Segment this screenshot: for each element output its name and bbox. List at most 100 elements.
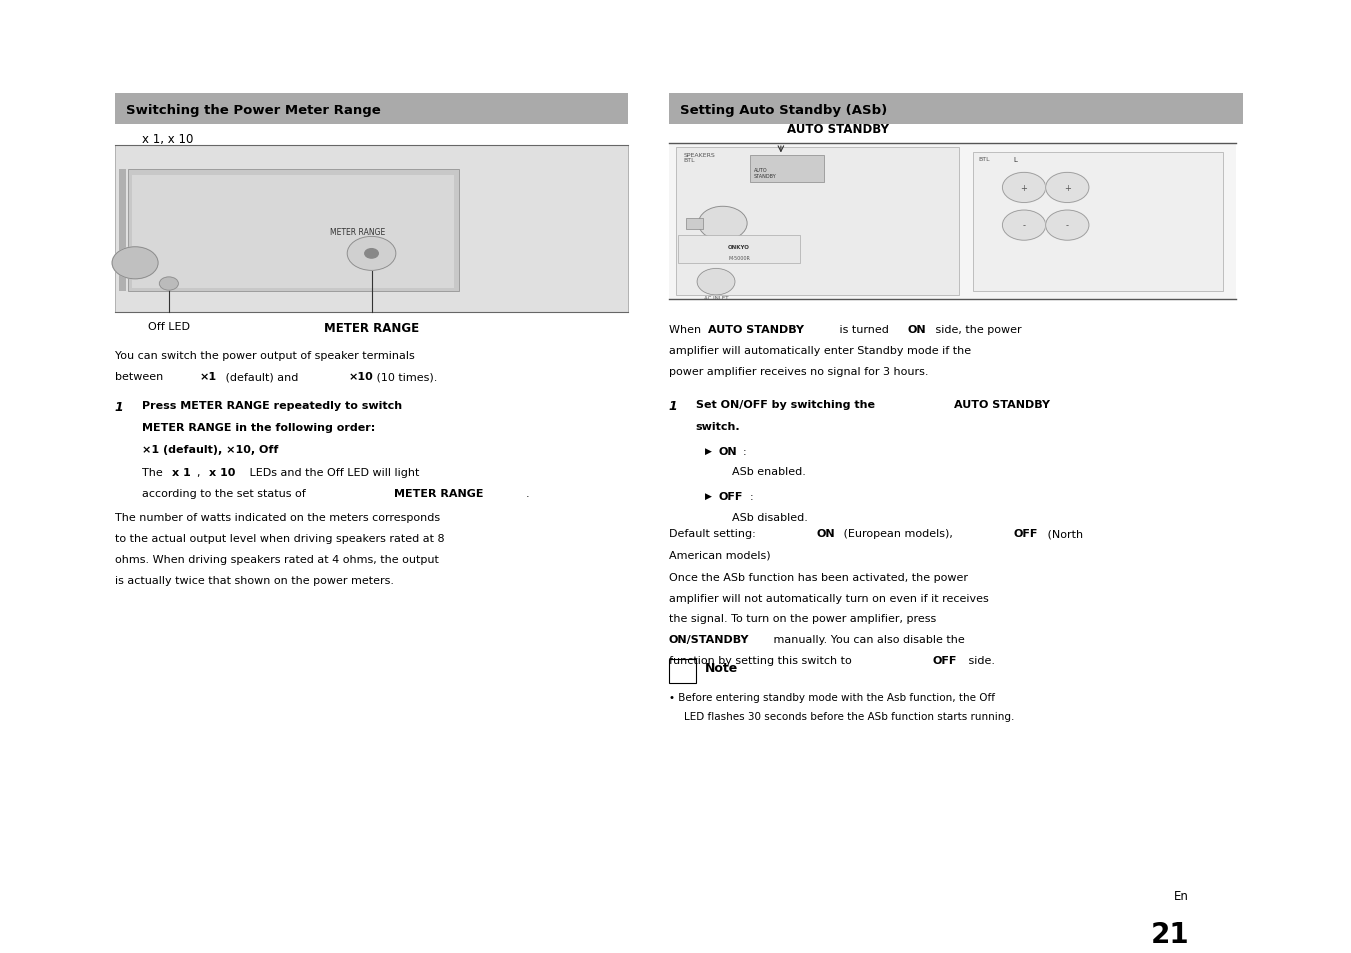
Text: ASb disabled.: ASb disabled. (732, 512, 808, 522)
Text: ×10: ×10 (349, 372, 373, 382)
Text: METER RANGE: METER RANGE (324, 322, 419, 335)
Text: METER RANGE: METER RANGE (394, 489, 484, 498)
Text: M-5000R: M-5000R (728, 255, 750, 260)
Circle shape (159, 277, 178, 291)
Text: is actually twice that shown on the power meters.: is actually twice that shown on the powe… (115, 575, 394, 585)
Text: :: : (750, 492, 754, 501)
Text: (North: (North (1044, 529, 1084, 539)
Text: ohms. When driving speakers rated at 4 ohms, the output: ohms. When driving speakers rated at 4 o… (115, 555, 439, 564)
Text: Once the ASb function has been activated, the power: Once the ASb function has been activated… (669, 572, 967, 582)
Text: ON: ON (816, 529, 835, 539)
Text: Note: Note (705, 661, 739, 675)
Bar (750, 156, 824, 183)
Text: The number of watts indicated on the meters corresponds: The number of watts indicated on the met… (115, 513, 440, 523)
Text: Off LED: Off LED (147, 322, 190, 332)
Bar (686, 218, 703, 230)
Bar (119, 170, 126, 292)
Text: amplifier will not automatically turn on even if it receives: amplifier will not automatically turn on… (669, 593, 989, 603)
Text: SPEAKERS: SPEAKERS (684, 152, 716, 157)
FancyBboxPatch shape (669, 659, 696, 683)
Text: x 10: x 10 (209, 468, 236, 477)
Text: 1: 1 (669, 400, 677, 413)
Text: OFF: OFF (932, 655, 957, 665)
Text: ASb enabled.: ASb enabled. (732, 467, 807, 476)
Bar (132, 176, 454, 289)
Text: side.: side. (965, 655, 994, 665)
Text: Default setting:: Default setting: (669, 529, 759, 539)
Bar (115, 146, 628, 313)
Circle shape (365, 250, 378, 259)
Text: AC INLET: AC INLET (704, 295, 728, 300)
Text: 21: 21 (1150, 921, 1189, 948)
Text: OFF: OFF (719, 492, 743, 501)
Text: Set ON/OFF by switching the: Set ON/OFF by switching the (696, 400, 878, 410)
Text: BTL: BTL (684, 158, 696, 163)
Text: :: : (743, 446, 747, 456)
Text: AUTO STANDBY: AUTO STANDBY (954, 400, 1050, 410)
Text: Press METER RANGE repeatedly to switch: Press METER RANGE repeatedly to switch (142, 401, 403, 411)
Circle shape (1046, 173, 1089, 203)
Text: manually. You can also disable the: manually. You can also disable the (770, 635, 965, 644)
Text: ×1: ×1 (200, 372, 218, 382)
Text: is turned: is turned (836, 325, 893, 335)
Text: The: The (142, 468, 166, 477)
Text: L: L (1013, 157, 1017, 163)
Bar (669, 94, 1243, 125)
Circle shape (698, 207, 747, 241)
Text: ON: ON (719, 446, 738, 456)
Text: American models): American models) (669, 550, 770, 559)
Text: -: - (1023, 221, 1025, 231)
Text: ▶: ▶ (705, 492, 712, 500)
Text: ×1 (default), ×10, Off: ×1 (default), ×10, Off (142, 444, 278, 455)
Bar (669, 144, 1236, 299)
Text: BTL: BTL (978, 157, 990, 162)
Text: ▶: ▶ (705, 446, 712, 456)
Circle shape (1002, 173, 1046, 203)
Text: • Before entering standby mode with the Asb function, the Off: • Before entering standby mode with the … (669, 693, 994, 702)
Text: between: between (115, 372, 166, 382)
Text: x 1, x 10: x 1, x 10 (142, 132, 193, 146)
Text: ON/STANDBY: ON/STANDBY (669, 635, 750, 644)
Text: ONKYO: ONKYO (728, 245, 750, 250)
Text: side, the power: side, the power (932, 325, 1021, 335)
Text: AUTO STANDBY: AUTO STANDBY (786, 123, 889, 135)
Bar (676, 148, 959, 295)
Text: AUTO
STANDBY: AUTO STANDBY (754, 168, 777, 178)
Text: ON: ON (908, 325, 927, 335)
Text: function by setting this switch to: function by setting this switch to (669, 655, 855, 665)
Text: LED flashes 30 seconds before the ASb function starts running.: LED flashes 30 seconds before the ASb fu… (684, 712, 1015, 721)
Text: (European models),: (European models), (840, 529, 957, 539)
Text: according to the set status of: according to the set status of (142, 489, 309, 498)
Text: METER RANGE in the following order:: METER RANGE in the following order: (142, 422, 376, 433)
Text: (10 times).: (10 times). (373, 372, 438, 382)
Bar (678, 235, 800, 264)
Circle shape (1002, 211, 1046, 241)
Circle shape (1046, 211, 1089, 241)
Circle shape (697, 269, 735, 295)
Text: LEDs and the Off LED will light: LEDs and the Off LED will light (246, 468, 419, 477)
Text: x 1: x 1 (172, 468, 190, 477)
Text: .: . (526, 489, 530, 498)
Text: AUTO STANDBY: AUTO STANDBY (708, 325, 804, 335)
Text: amplifier will automatically enter Standby mode if the: amplifier will automatically enter Stand… (669, 345, 971, 355)
Bar (128, 170, 459, 292)
Text: When: When (669, 325, 704, 335)
Text: OFF: OFF (1013, 529, 1038, 539)
Text: METER RANGE: METER RANGE (331, 228, 385, 237)
Circle shape (112, 248, 158, 279)
Text: En: En (1174, 889, 1189, 902)
Bar (973, 152, 1223, 292)
Circle shape (347, 237, 396, 271)
Text: the signal. To turn on the power amplifier, press: the signal. To turn on the power amplifi… (669, 614, 936, 623)
Text: (default) and: (default) and (222, 372, 301, 382)
Text: -: - (1066, 221, 1069, 231)
Text: to the actual output level when driving speakers rated at 8: to the actual output level when driving … (115, 534, 444, 543)
Text: switch.: switch. (696, 421, 740, 432)
Text: You can switch the power output of speaker terminals: You can switch the power output of speak… (115, 351, 415, 361)
Text: 1: 1 (115, 401, 123, 414)
Text: Setting Auto Standby (ASb): Setting Auto Standby (ASb) (680, 104, 886, 116)
Text: Switching the Power Meter Range: Switching the Power Meter Range (126, 104, 381, 116)
Text: +: + (1020, 184, 1028, 193)
Text: power amplifier receives no signal for 3 hours.: power amplifier receives no signal for 3… (669, 366, 928, 376)
Text: +: + (1063, 184, 1071, 193)
